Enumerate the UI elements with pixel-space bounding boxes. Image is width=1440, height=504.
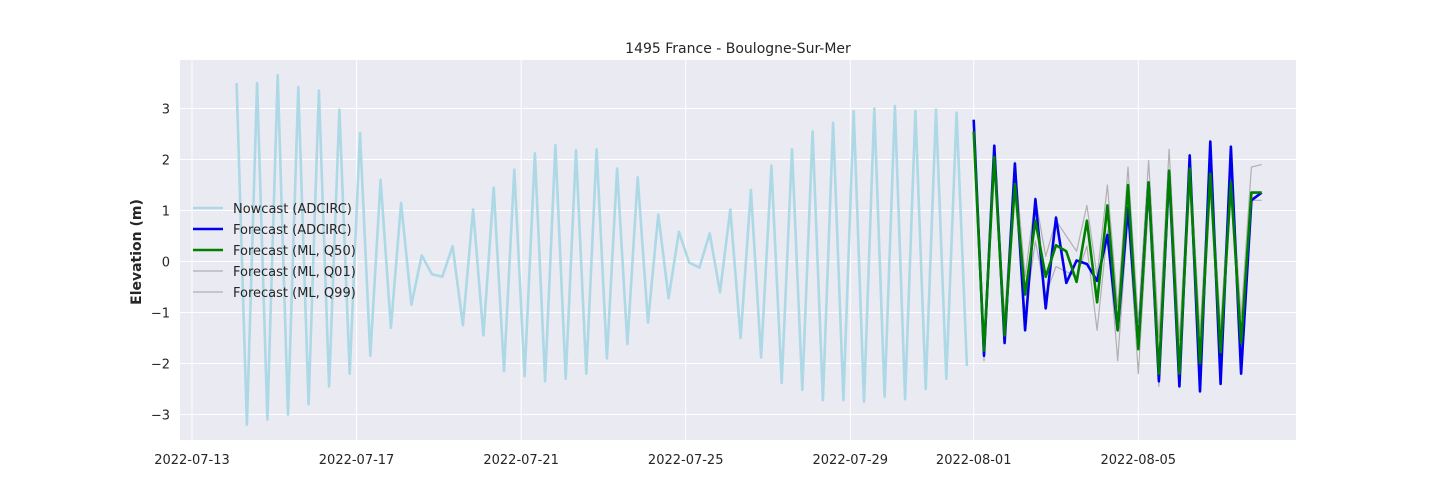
legend-label-forecast-ml-q50: Forecast (ML, Q50) — [233, 244, 356, 259]
legend-label-forecast-ml-q99: Forecast (ML, Q99) — [233, 286, 356, 301]
y-tick-label: −1 — [151, 306, 170, 321]
series-line-nowcast-adcirc — [235, 74, 969, 427]
legend-label-nowcast-adcirc: Nowcast (ADCIRC) — [233, 202, 352, 217]
x-axis: 2022-07-13 2022-07-17 2022-07-21 2022-07-25… — [154, 453, 1176, 468]
x-tick-label: 2022-08-05 — [1101, 453, 1177, 468]
y-tick-label: −3 — [151, 408, 170, 423]
x-tick-label: 2022-07-13 — [154, 453, 230, 468]
y-tick-label: 0 — [162, 255, 170, 270]
series-layer — [235, 74, 1263, 427]
x-tick-label: 2022-07-29 — [813, 453, 889, 468]
y-tick-label: 1 — [162, 204, 170, 219]
series-line-forecast-ml-q50 — [972, 131, 1262, 376]
x-tick-label: 2022-07-25 — [648, 453, 724, 468]
legend: Nowcast (ADCIRC) Forecast (ADCIRC) Forecas… — [193, 202, 356, 301]
legend-label-forecast-adcirc: Forecast (ADCIRC) — [233, 223, 352, 238]
y-axis-label: Elevation (m) — [129, 199, 145, 305]
y-tick-label: −2 — [151, 357, 170, 372]
x-tick-label: 2022-08-01 — [936, 453, 1012, 468]
y-tick-label: 3 — [162, 102, 170, 117]
y-axis: −3 −2 −1 0 1 2 3 — [151, 102, 170, 423]
x-tick-label: 2022-07-17 — [319, 453, 395, 468]
x-tick-label: 2022-07-21 — [483, 453, 559, 468]
chart-title: 1495 France - Boulogne-Sur-Mer — [625, 41, 851, 57]
legend-label-forecast-ml-q01: Forecast (ML, Q01) — [233, 265, 356, 280]
y-tick-label: 2 — [162, 153, 170, 168]
